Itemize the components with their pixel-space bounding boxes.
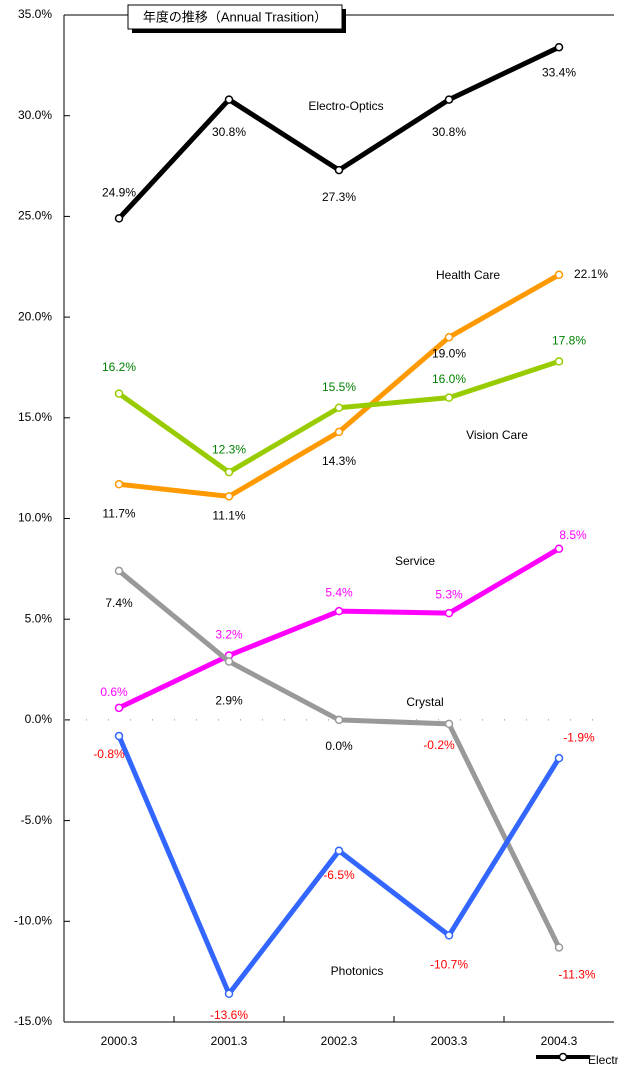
series-name: Photonics	[331, 964, 384, 978]
x-tick-label: 2004.3	[541, 1034, 578, 1048]
data-label: 15.5%	[322, 380, 356, 394]
y-tick-label: 25.0%	[18, 209, 52, 223]
point	[444, 719, 454, 729]
point	[334, 715, 344, 725]
data-label: 2.9%	[215, 694, 243, 708]
point	[554, 42, 564, 52]
series-name: Health Care	[436, 268, 500, 282]
point	[224, 657, 234, 666]
data-label: 5.3%	[435, 587, 463, 601]
point	[334, 427, 344, 437]
y-tick-label: 20.0%	[18, 309, 52, 323]
x-tick-label: 2000.3	[101, 1034, 138, 1048]
point	[334, 606, 344, 616]
point	[444, 332, 454, 342]
data-label: 0.0%	[325, 739, 353, 753]
data-label: 16.0%	[432, 372, 466, 386]
point	[554, 943, 564, 952]
data-label: 33.4%	[542, 65, 576, 79]
point	[224, 989, 234, 999]
point	[334, 403, 344, 412]
data-label: -1.9%	[563, 730, 595, 744]
y-tick-label: 10.0%	[18, 511, 52, 525]
data-label: 30.8%	[432, 125, 466, 139]
data-label: 19.0%	[432, 346, 466, 360]
legend-marker	[558, 1052, 568, 1062]
data-label: 3.2%	[215, 628, 243, 642]
point	[444, 393, 454, 402]
data-label: 27.3%	[322, 190, 356, 204]
point	[554, 544, 564, 553]
x-tick-label: 2003.3	[431, 1034, 468, 1048]
chart-title: 年度の推移（Annual Trasition）	[143, 9, 327, 24]
point	[554, 357, 564, 366]
y-tick-label: 35.0%	[18, 7, 52, 21]
data-label: 12.3%	[212, 442, 246, 456]
series-name: Electro-Optics	[308, 99, 383, 113]
data-label: 11.1%	[212, 509, 245, 523]
data-label: 30.8%	[212, 125, 246, 139]
y-tick-label: 5.0%	[25, 611, 53, 625]
data-label: 22.1%	[574, 267, 608, 281]
x-tick-label: 2002.3	[321, 1034, 358, 1048]
point	[224, 492, 234, 501]
point	[444, 95, 454, 104]
data-label: -13.6%	[210, 1008, 248, 1022]
data-label: 0.6%	[100, 685, 128, 699]
series-name: Crystal	[406, 695, 443, 709]
x-tick-label: 2001.3	[211, 1034, 248, 1048]
point	[444, 608, 454, 618]
data-label: -10.7%	[430, 958, 468, 972]
point	[114, 566, 124, 576]
point	[114, 389, 124, 398]
point	[334, 165, 344, 175]
y-tick-label: 30.0%	[18, 108, 52, 122]
y-tick-label: -15.0%	[14, 1014, 52, 1028]
data-label: 5.4%	[325, 585, 353, 599]
data-label: -11.3%	[558, 968, 595, 982]
data-label: 14.3%	[322, 454, 356, 468]
point	[334, 846, 344, 856]
data-label: 8.5%	[559, 528, 587, 542]
data-label: -6.5%	[323, 868, 355, 882]
point	[114, 731, 124, 741]
data-label: 17.8%	[552, 334, 586, 348]
data-label: 16.2%	[102, 360, 136, 374]
point	[554, 270, 564, 280]
y-tick-label: 15.0%	[18, 410, 52, 424]
series-name: Vision Care	[466, 428, 528, 442]
y-tick-label: -5.0%	[21, 813, 53, 827]
data-label: -0.2%	[423, 738, 455, 752]
series-name: Service	[395, 554, 435, 568]
y-tick-label: 0.0%	[25, 712, 53, 726]
legend-label: Electro-Optics	[588, 1053, 618, 1067]
point	[224, 95, 234, 104]
point	[444, 931, 454, 940]
point	[554, 753, 564, 763]
point	[114, 703, 124, 713]
y-tick-label: -10.0%	[14, 913, 52, 927]
title-box	[127, 4, 343, 30]
series-line	[116, 735, 562, 997]
point	[114, 214, 124, 223]
data-label: 24.9%	[102, 186, 136, 200]
point	[114, 480, 124, 489]
data-label: -0.8%	[93, 747, 125, 761]
data-label: 11.7%	[102, 506, 135, 520]
point	[224, 467, 234, 477]
data-label: 7.4%	[105, 596, 133, 610]
